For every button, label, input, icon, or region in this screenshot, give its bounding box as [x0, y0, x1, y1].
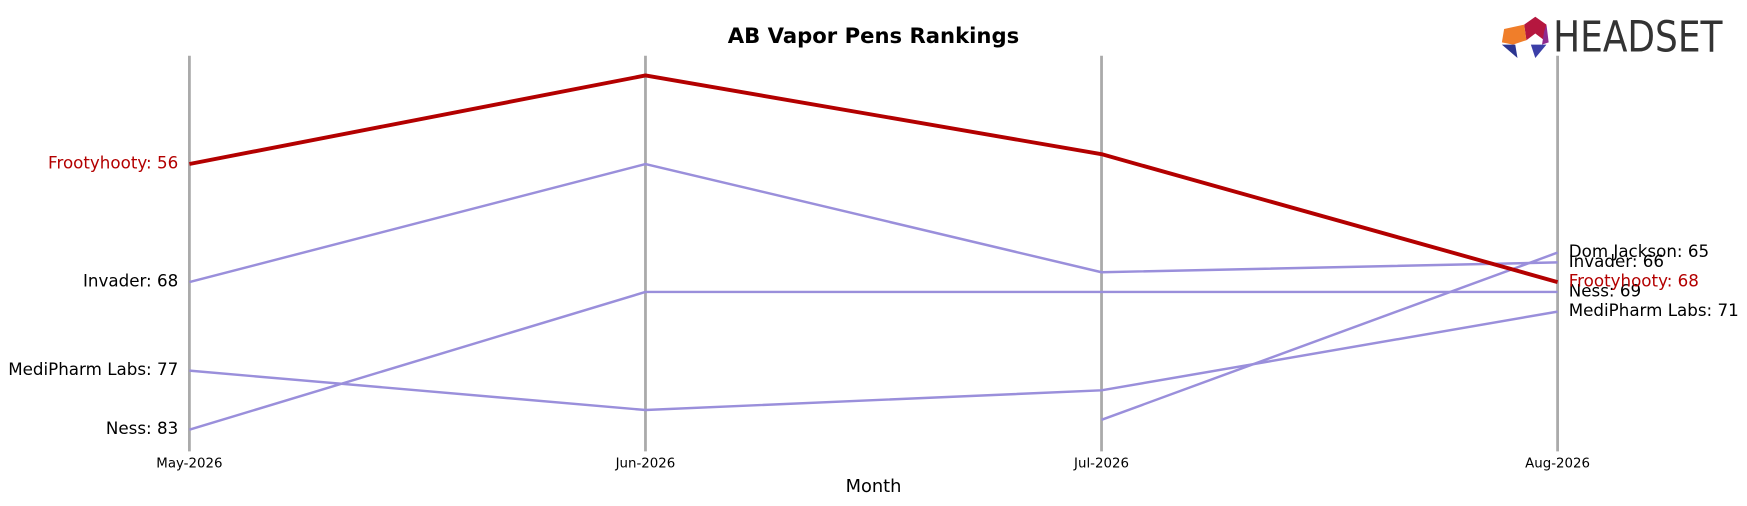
value-label: Invader: 68: [83, 271, 178, 291]
series-line: [1101, 251, 1559, 421]
logo-mark: [1501, 44, 1518, 59]
value-label: Ness: 83: [106, 418, 178, 438]
x-tick-label: Jul-2026: [1073, 457, 1129, 472]
logo-text: HEADSET: [1553, 13, 1723, 62]
series-line: [189, 310, 1558, 412]
series-line: [189, 162, 1558, 284]
logo-mark: [1501, 24, 1527, 45]
series-line: [189, 290, 1558, 431]
logo-mark: [1524, 16, 1547, 41]
logo-mark: [1530, 44, 1547, 59]
x-tick-label: Aug-2026: [1525, 457, 1590, 472]
value-label: MediPharm Labs: 77: [8, 359, 178, 379]
series-line: [189, 73, 1559, 284]
value-label: Invader: 66: [1569, 251, 1664, 271]
x-tick-label: Jun-2026: [615, 457, 676, 472]
chart-title: AB Vapor Pens Rankings: [728, 23, 1019, 48]
value-label: Frootyhooty: 56: [48, 153, 178, 173]
logo: HEADSET: [1501, 13, 1723, 62]
x-axis-label: Month: [846, 476, 902, 497]
value-label: Frootyhooty: 68: [1569, 271, 1699, 291]
value-label: Ness: 69: [1569, 280, 1641, 300]
value-label: MediPharm Labs: 71: [1569, 300, 1739, 320]
value-label: Dom Jackson: 65: [1569, 241, 1709, 261]
x-tick-label: May-2026: [156, 457, 222, 472]
logo-mark: [1541, 24, 1549, 45]
